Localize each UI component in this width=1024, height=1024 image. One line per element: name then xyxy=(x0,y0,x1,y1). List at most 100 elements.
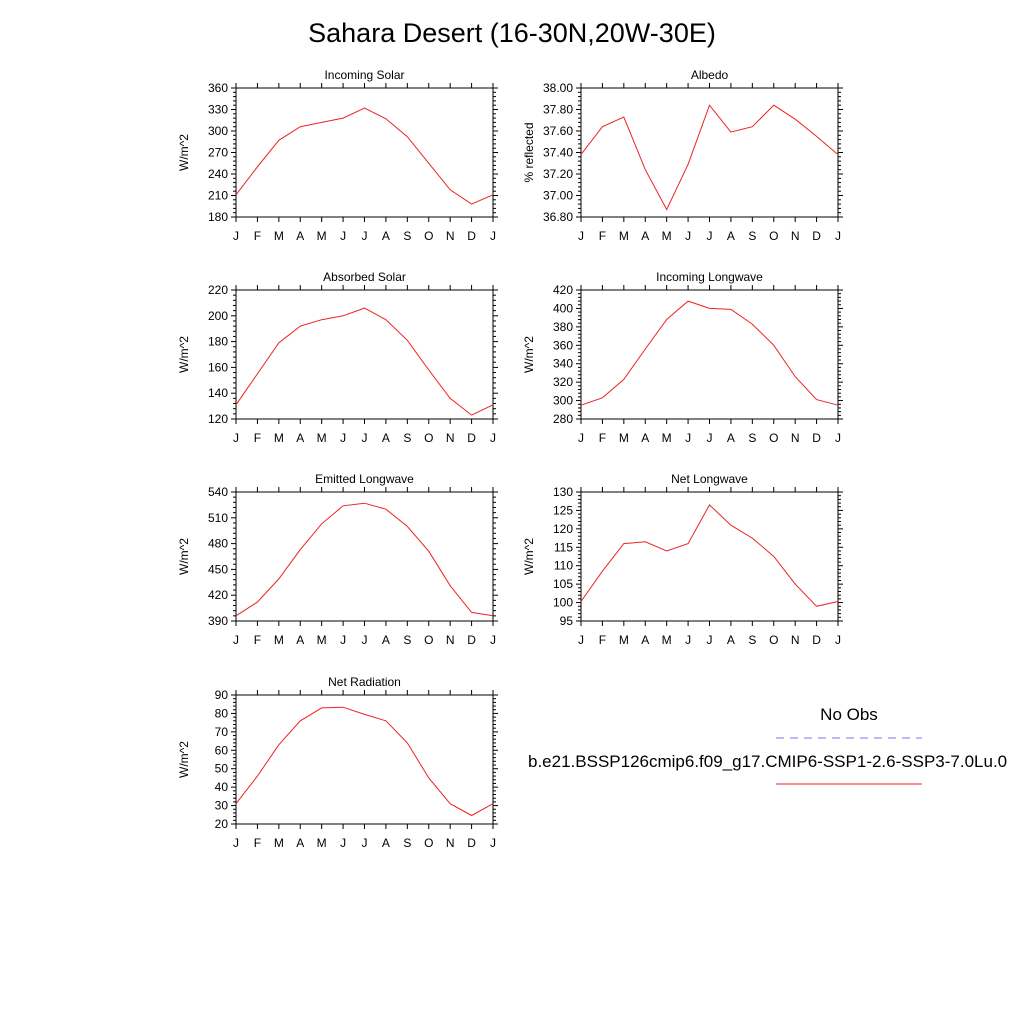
y-tick-label: 20 xyxy=(215,817,229,831)
x-tick-label: J xyxy=(685,633,691,647)
y-tick-label: 130 xyxy=(553,485,573,499)
x-tick-label: F xyxy=(254,431,261,445)
x-tick-label: A xyxy=(382,633,390,647)
y-axis-label: W/m^2 xyxy=(522,538,536,575)
x-tick-label: N xyxy=(446,229,455,243)
panel-title: Absorbed Solar xyxy=(323,270,406,284)
x-tick-label: M xyxy=(317,431,327,445)
x-tick-label: S xyxy=(748,229,756,243)
y-tick-label: 390 xyxy=(208,614,228,628)
x-tick-label: M xyxy=(317,229,327,243)
x-tick-label: N xyxy=(791,633,800,647)
x-tick-label: J xyxy=(362,836,368,850)
y-tick-label: 30 xyxy=(215,799,229,813)
x-tick-label: D xyxy=(812,633,821,647)
x-tick-label: O xyxy=(769,633,778,647)
y-tick-label: 120 xyxy=(553,522,573,536)
x-tick-label: S xyxy=(748,431,756,445)
y-axis-label: % reflected xyxy=(522,122,536,182)
x-tick-label: J xyxy=(490,229,496,243)
x-tick-label: M xyxy=(274,633,284,647)
y-tick-label: 480 xyxy=(208,537,228,551)
series-line-0 xyxy=(235,307,494,416)
x-tick-label: J xyxy=(490,431,496,445)
x-tick-label: D xyxy=(467,431,476,445)
series-line-0 xyxy=(580,104,839,211)
y-tick-label: 37.20 xyxy=(543,167,573,181)
x-tick-label: F xyxy=(254,633,261,647)
y-tick-label: 115 xyxy=(554,540,573,554)
x-tick-label: M xyxy=(662,431,672,445)
x-tick-label: F xyxy=(599,431,606,445)
x-tick-label: N xyxy=(446,633,455,647)
x-tick-label: J xyxy=(490,633,496,647)
x-tick-label: J xyxy=(685,229,691,243)
y-tick-label: 300 xyxy=(208,124,228,138)
y-tick-label: 320 xyxy=(553,375,573,389)
x-tick-label: J xyxy=(578,633,584,647)
x-tick-label: M xyxy=(619,633,629,647)
x-tick-label: O xyxy=(769,229,778,243)
x-tick-label: D xyxy=(467,633,476,647)
x-tick-label: O xyxy=(769,431,778,445)
x-tick-label: A xyxy=(641,431,649,445)
y-tick-label: 125 xyxy=(553,503,573,517)
x-tick-label: D xyxy=(812,229,821,243)
y-tick-label: 36.80 xyxy=(543,210,573,224)
y-tick-label: 270 xyxy=(208,146,228,160)
x-tick-label: J xyxy=(835,431,841,445)
x-tick-label: J xyxy=(362,431,368,445)
x-tick-label: O xyxy=(424,229,433,243)
x-tick-label: J xyxy=(340,229,346,243)
x-tick-label: J xyxy=(340,836,346,850)
x-tick-label: M xyxy=(662,633,672,647)
x-tick-label: M xyxy=(662,229,672,243)
y-tick-label: 37.40 xyxy=(543,146,573,160)
x-tick-label: M xyxy=(274,836,284,850)
x-tick-label: F xyxy=(599,633,606,647)
x-tick-label: J xyxy=(685,431,691,445)
panel-title: Incoming Longwave xyxy=(656,270,763,284)
y-axis-label: W/m^2 xyxy=(177,741,191,778)
y-tick-label: 510 xyxy=(208,511,228,525)
x-tick-label: S xyxy=(748,633,756,647)
series-line-0 xyxy=(235,502,494,617)
x-tick-label: J xyxy=(233,431,239,445)
x-tick-label: J xyxy=(233,633,239,647)
x-tick-label: M xyxy=(317,836,327,850)
x-tick-label: J xyxy=(707,229,713,243)
x-tick-label: A xyxy=(641,229,649,243)
y-tick-label: 240 xyxy=(208,167,228,181)
panel-title: Net Radiation xyxy=(328,675,401,689)
y-tick-label: 50 xyxy=(215,762,229,776)
x-tick-label: D xyxy=(812,431,821,445)
x-tick-label: O xyxy=(424,836,433,850)
y-tick-label: 330 xyxy=(208,103,228,117)
legend-obs-label: No Obs xyxy=(820,705,878,724)
y-tick-label: 340 xyxy=(553,357,573,371)
x-tick-label: S xyxy=(403,836,411,850)
x-tick-label: D xyxy=(467,229,476,243)
x-tick-label: S xyxy=(403,431,411,445)
y-tick-label: 360 xyxy=(208,81,228,95)
y-axis-label: W/m^2 xyxy=(522,336,536,373)
x-tick-label: A xyxy=(382,229,390,243)
x-tick-label: O xyxy=(424,431,433,445)
x-tick-label: S xyxy=(403,229,411,243)
panel-title: Albedo xyxy=(691,68,729,82)
y-tick-label: 90 xyxy=(215,688,229,702)
x-tick-label: J xyxy=(707,633,713,647)
x-tick-label: A xyxy=(296,229,304,243)
x-tick-label: M xyxy=(619,229,629,243)
y-tick-label: 38.00 xyxy=(543,81,573,95)
y-tick-label: 110 xyxy=(554,559,573,573)
x-tick-label: M xyxy=(619,431,629,445)
y-tick-label: 450 xyxy=(208,562,228,576)
x-tick-label: A xyxy=(296,836,304,850)
x-tick-label: F xyxy=(254,836,261,850)
y-tick-label: 105 xyxy=(553,577,573,591)
x-tick-label: M xyxy=(274,431,284,445)
